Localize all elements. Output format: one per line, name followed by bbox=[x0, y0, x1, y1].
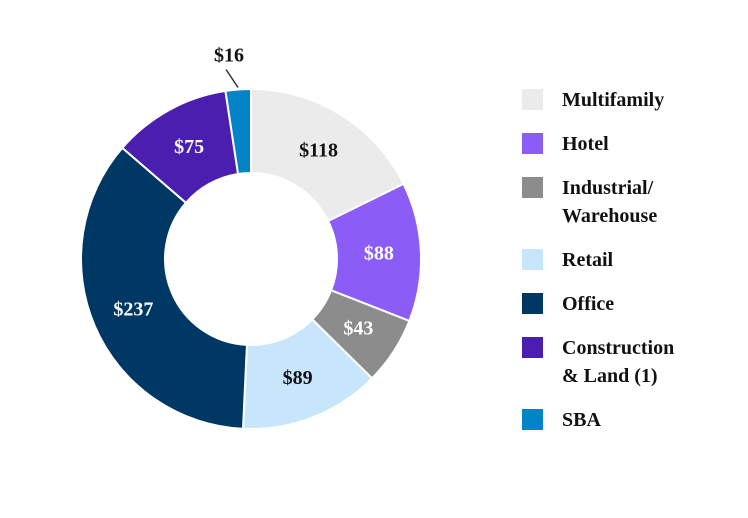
slice-value-label-sba: $16 bbox=[214, 44, 244, 66]
legend-label-sba: SBA bbox=[562, 409, 601, 431]
legend-swatch-hotel bbox=[522, 133, 543, 154]
legend-label-hotel: Hotel bbox=[562, 133, 609, 155]
legend-label-construction-land: Construction & Land (1) bbox=[562, 337, 675, 387]
legend-label-multifamily: Multifamily bbox=[562, 89, 665, 111]
slice-value-label-office: $237 bbox=[113, 299, 153, 321]
slice-value-label-multifamily: $118 bbox=[299, 139, 338, 161]
slice-value-label-hotel: $88 bbox=[364, 243, 394, 265]
legend-item-industrial-warehouse: Industrial/ Warehouse bbox=[522, 174, 657, 230]
slice-office bbox=[80, 146, 248, 430]
legend-label-industrial-warehouse: Industrial/ Warehouse bbox=[562, 177, 658, 227]
leader-line-sba bbox=[225, 69, 239, 88]
legend-item-construction-land: Construction & Land (1) bbox=[522, 334, 674, 390]
slice-labels: $118 $88 $43 $89 $237 $75 $16 bbox=[113, 44, 393, 389]
legend-swatch-multifamily bbox=[522, 89, 543, 110]
slice-value-label-retail: $89 bbox=[283, 367, 313, 389]
legend-swatch-sba bbox=[522, 409, 543, 430]
legend-item-hotel: Hotel bbox=[522, 130, 609, 158]
legend-swatch-office bbox=[522, 293, 543, 314]
donut-slices bbox=[80, 87, 422, 430]
legend-swatch-retail bbox=[522, 249, 543, 270]
slice-value-label-industrial-warehouse: $43 bbox=[343, 318, 373, 340]
slice-multifamily bbox=[250, 87, 405, 223]
legend-item-multifamily: Multifamily bbox=[522, 86, 664, 114]
legend-item-retail: Retail bbox=[522, 246, 613, 274]
legend-swatch-industrial-warehouse bbox=[522, 177, 543, 198]
legend-item-office: Office bbox=[522, 290, 614, 318]
legend-label-retail: Retail bbox=[562, 249, 614, 271]
slice-value-label-construction-land: $75 bbox=[174, 136, 204, 158]
slice-sba bbox=[224, 87, 252, 176]
legend-item-sba: SBA bbox=[522, 406, 601, 434]
legend-swatch-construction-land bbox=[522, 337, 543, 358]
legend-label-office: Office bbox=[562, 293, 615, 315]
